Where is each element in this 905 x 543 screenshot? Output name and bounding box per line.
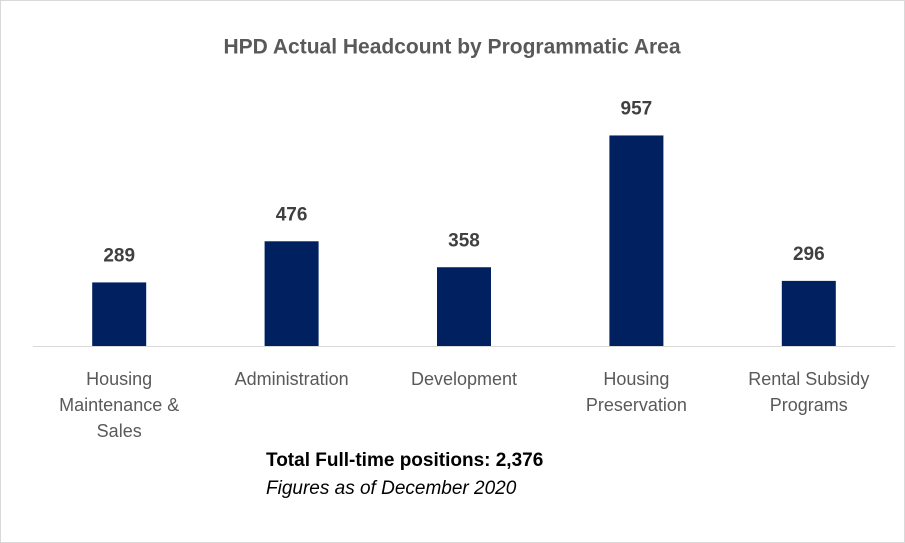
chart-title: HPD Actual Headcount by Programmatic Are… (223, 36, 680, 59)
total-note: Total Full-time positions: 2,376 (266, 450, 544, 471)
x-tick-label: Administration (234, 369, 349, 389)
data-label: 957 (621, 98, 653, 119)
bar (781, 280, 836, 346)
bar (609, 135, 664, 346)
data-label: 289 (103, 245, 135, 266)
x-tick-label: Development (410, 369, 518, 389)
data-label: 296 (793, 244, 825, 265)
bar (264, 241, 319, 346)
x-tick-label: Housing Preservation (585, 369, 687, 415)
data-label: 358 (448, 230, 480, 251)
date-note: Figures as of December 2020 (266, 478, 517, 499)
bar (92, 282, 147, 346)
bar (437, 267, 491, 346)
x-tick-label: Housing Maintenance & Sales (59, 369, 180, 441)
data-label: 476 (276, 204, 308, 225)
x-tick-label: Rental Subsidy Programs (748, 369, 870, 415)
